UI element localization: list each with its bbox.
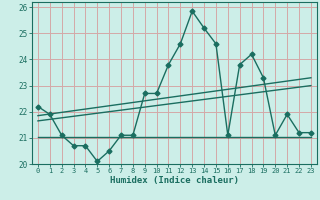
X-axis label: Humidex (Indice chaleur): Humidex (Indice chaleur) bbox=[110, 176, 239, 185]
